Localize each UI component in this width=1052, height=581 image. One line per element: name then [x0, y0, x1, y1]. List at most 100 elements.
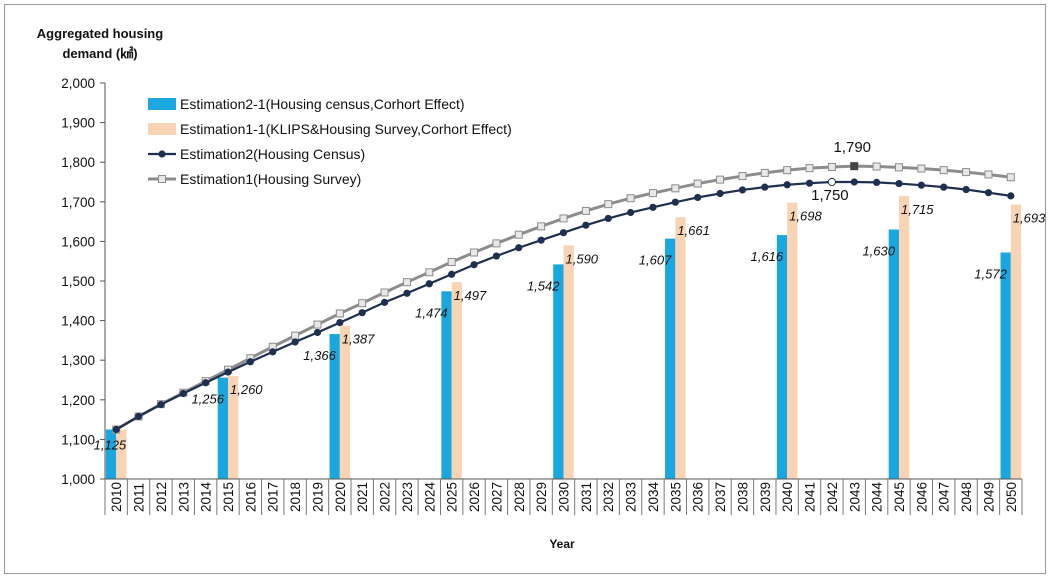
marker-estimation2-2018 [291, 338, 299, 346]
x-tick-label: 2036 [691, 482, 706, 512]
marker-estimation1-2047 [939, 166, 948, 175]
x-tick-label: 2035 [668, 482, 683, 512]
x-tick-label: 2021 [355, 482, 370, 512]
x-tick-label: 2022 [378, 482, 393, 512]
marker-estimation2-2047 [940, 183, 948, 191]
marker-estimation2-2030 [559, 229, 568, 237]
bar-label-estimation1-1-2040: 1,698 [789, 209, 822, 224]
legend-label-estimation2-1: Estimation2-1(Housing census,Corhort Eff… [180, 96, 465, 112]
y-tick-label: 1,500 [61, 274, 95, 289]
marker-estimation2-2021 [358, 309, 366, 317]
x-tick-label: 2041 [803, 482, 818, 512]
marker-estimation2-2024 [425, 280, 433, 288]
marker-estimation1-2042 [827, 162, 836, 171]
marker-estimation2-2014 [202, 379, 210, 387]
marker-estimation2-2046 [917, 181, 925, 189]
marker-estimation1-2031 [581, 206, 590, 215]
x-tick-label: 2043 [847, 482, 862, 512]
x-tick-label: 2024 [422, 481, 437, 512]
x-tick-label: 2019 [310, 482, 325, 512]
bar-label-estimation1-1-2030: 1,590 [566, 251, 599, 266]
legend-marker-estimation2 [158, 150, 166, 158]
y-tick-label: 1,200 [61, 393, 95, 408]
bars [105, 195, 1022, 480]
bar-estimation1-1-2015 [228, 376, 239, 479]
x-axis-title: Year [549, 537, 575, 551]
y-axis-title-line1: Aggregated housing [37, 26, 163, 41]
legend-swatch-estimation1-1 [148, 123, 176, 135]
x-tick-label: 2034 [646, 481, 661, 512]
bar-estimation2-1-2020 [329, 334, 340, 479]
x-tick-label: 2010 [109, 482, 124, 512]
marker-estimation1-2048 [962, 168, 971, 177]
x-tick-label: 2048 [959, 482, 974, 512]
x-tick-label: 2046 [914, 482, 929, 512]
marker-estimation1-2018 [291, 331, 300, 340]
x-axis-ticks: 2010 2011 2012 2013 2014 2015 2016 2017 2018 2019… [104, 479, 1023, 515]
marker-estimation2-2049 [984, 189, 993, 197]
bar-estimation1-1-2030 [563, 245, 574, 479]
marker-estimation1-2027 [492, 239, 501, 248]
marker-estimation1-2046 [917, 164, 926, 173]
marker-estimation2-2026 [470, 261, 478, 269]
bar-estimation1-1-2050 [1010, 204, 1022, 479]
bar-label-estimation1-1-2015: 1,260 [230, 382, 263, 397]
x-tick-label: 2012 [154, 482, 169, 512]
marker-estimation1-2038 [738, 172, 747, 181]
marker-estimation1-2028 [514, 230, 523, 239]
bar-estimation2-1-2025 [441, 291, 452, 479]
x-tick-label: 2032 [601, 482, 616, 512]
x-tick-label: 2018 [288, 482, 303, 512]
marker-estimation2-2011 [134, 412, 143, 421]
marker-estimation1-2025 [447, 257, 456, 266]
marker-estimation2-2037 [716, 189, 724, 198]
marker-estimation2-2025 [448, 270, 456, 278]
marker-estimation2-2020 [336, 318, 344, 327]
x-tick-label: 2027 [489, 482, 504, 512]
legend-swatch-estimation2-1 [148, 98, 176, 110]
marker-estimation2-2045 [895, 179, 903, 188]
bar-label-estimation1-1-2020: 1,387 [342, 332, 375, 347]
y-tick-label: 1,400 [61, 314, 95, 329]
y-tick-label: 1,600 [61, 234, 95, 249]
y-tick-label: 1,800 [61, 155, 95, 170]
marker-estimation2-2035 [671, 198, 679, 206]
x-tick-label: 2025 [445, 482, 460, 512]
bar-label-estimation2-1-2010: 1,125 [94, 438, 127, 453]
marker-estimation2-2028 [515, 244, 523, 252]
bar-estimation2-1-2015 [217, 377, 229, 479]
x-tick-label: 2050 [1004, 482, 1019, 512]
x-tick-label: 2040 [780, 482, 795, 512]
legend-marker-estimation1 [158, 175, 166, 183]
marker-estimation2-2016 [246, 358, 254, 366]
marker-estimation2-2036 [694, 193, 702, 202]
bar-data-labels: 1,125 1,256 1,366 1,474 1,542 1,607 1,616 1,630… [94, 202, 1046, 453]
annotation-2043: 1,790 [833, 139, 871, 156]
x-tick-label: 2033 [624, 482, 639, 512]
axes [104, 83, 1022, 480]
marker-estimation1-2044 [872, 162, 881, 171]
y-tick-label: 1,900 [61, 116, 95, 131]
y-axis-title-line2: demand (㎢) [62, 46, 137, 61]
y-axis-title: Aggregated housing demand (㎢) [37, 26, 163, 61]
marker-estimation1-2039 [760, 168, 769, 177]
marker-estimation2-2029 [537, 236, 545, 244]
y-tick-label: 1,000 [61, 472, 95, 487]
x-tick-label: 2011 [132, 483, 147, 512]
bar-label-estimation1-1-2025: 1,497 [454, 288, 487, 303]
marker-estimation1-2020 [335, 309, 344, 318]
marker-estimation2-2027 [492, 252, 501, 260]
bar-estimation2-1-2035 [665, 238, 676, 479]
x-tick-label: 2013 [176, 482, 191, 512]
bar-estimation1-1-2045 [898, 195, 910, 480]
bar-label-estimation2-1-2045: 1,630 [862, 244, 895, 259]
marker-estimation2-2039 [761, 183, 769, 191]
marker-estimation1-2034 [648, 189, 657, 198]
marker-estimation2-2022 [380, 298, 389, 306]
marker-estimation1-2045 [894, 163, 903, 172]
x-tick-label: 2029 [534, 482, 549, 512]
marker-estimation2-2012 [157, 400, 165, 409]
x-tick-label: 2026 [467, 482, 482, 512]
bar-label-estimation2-1-2050: 1,572 [974, 266, 1007, 281]
